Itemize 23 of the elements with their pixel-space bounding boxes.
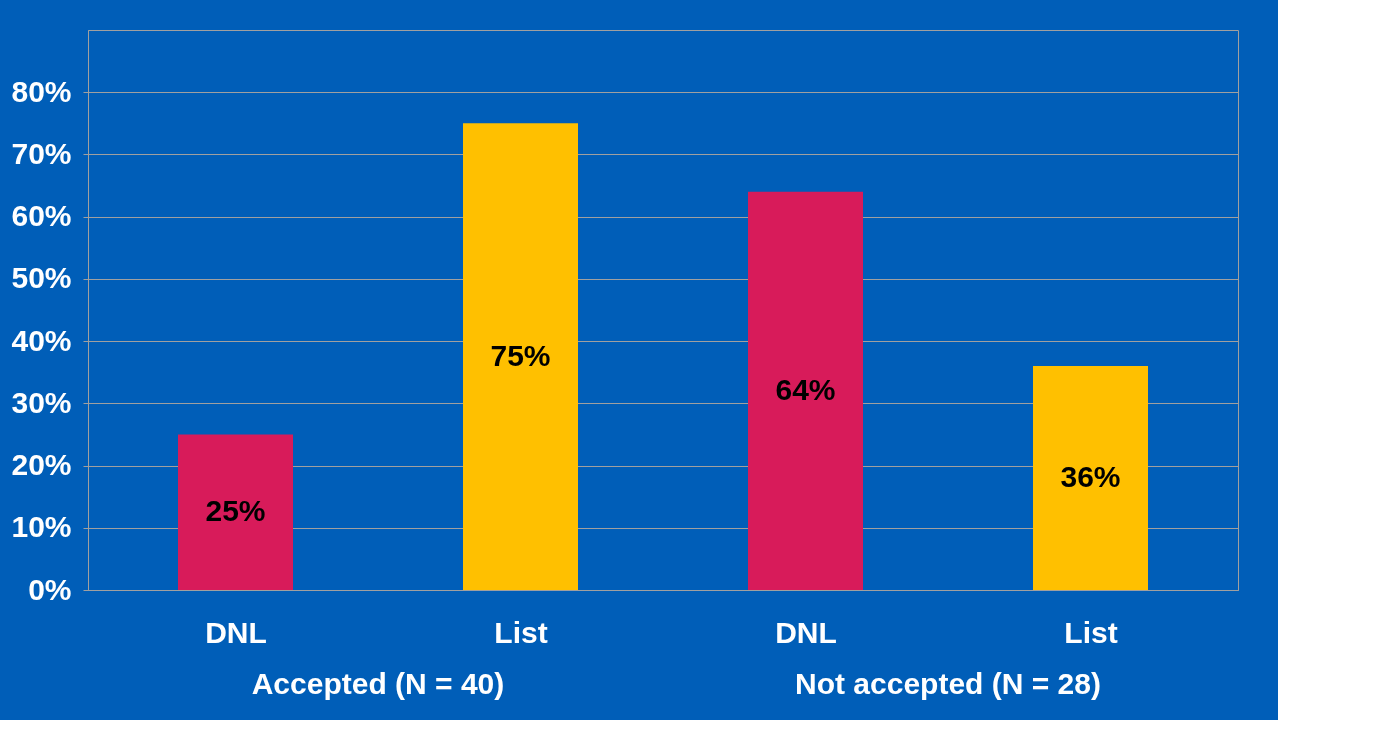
y-tick-label: 30% [11,385,72,419]
x-tick-label: DNL [205,615,267,649]
y-tick-label: 70% [11,136,72,170]
bar [463,123,578,590]
x-tick-label: List [494,615,548,649]
y-tick-label: 20% [11,448,72,482]
x-tick-label: DNL [775,615,837,649]
y-tick-label: 40% [11,323,72,357]
data-label: 25% [205,494,266,528]
y-tick-label: 60% [11,199,72,233]
text: Not accepted (N = 28) [795,667,1101,700]
text: Accepted (N = 40) [251,667,505,700]
bar [1033,366,1148,590]
y-tick-label: 80% [11,74,72,108]
data-label: 36% [1060,460,1121,493]
y-tick-label: 10% [11,510,72,544]
data-label: 64% [775,372,836,406]
data-label: 75% [490,338,551,372]
bar [178,434,293,590]
bar [748,191,863,590]
x-tick-label: List [1064,615,1118,649]
y-tick-label: 50% [11,261,72,295]
y-tick-label: 0% [28,572,72,606]
